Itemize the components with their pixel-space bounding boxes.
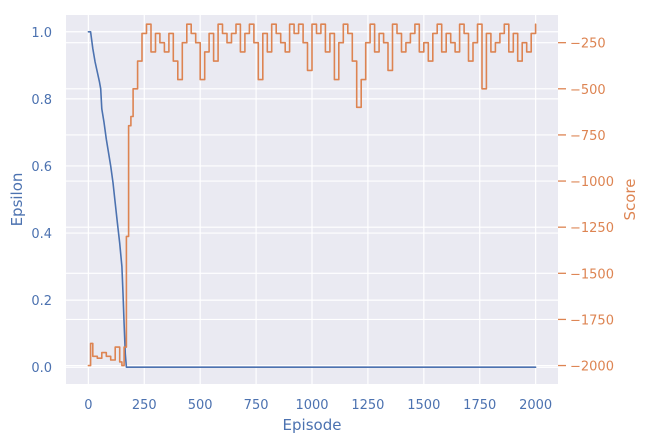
y-left-tick-label: 0.2 [31, 294, 52, 309]
x-tick-label: 1000 [295, 398, 328, 413]
y-left-tick-label: 0.6 [31, 160, 52, 175]
y-right-tick-label: −1750 [570, 313, 614, 328]
x-tick-label: 1500 [407, 398, 440, 413]
score-line [87, 23, 537, 367]
y-axis-left-label: Epsilon [8, 173, 26, 227]
series-layer [87, 23, 537, 368]
y-axis-right-label: Score [621, 178, 639, 220]
y-left-tick-label: 1.0 [31, 26, 52, 41]
x-tick-label: 500 [188, 398, 213, 413]
y-right-tick-label: −2000 [570, 360, 614, 375]
axis-layer: 0 250 500 750 1000 1250 1500 1750 2000 0.0 0.2 0.4 0… [31, 26, 614, 413]
x-tick-label: 1750 [463, 398, 496, 413]
y-right-tick-label: −750 [570, 129, 606, 144]
y-left-tick-label: 0.0 [31, 361, 52, 376]
epsilon-line [87, 31, 537, 368]
x-tick-label: 250 [132, 398, 157, 413]
y-right-tick-label: −1500 [570, 267, 614, 282]
y-right-tick-label: −500 [570, 83, 606, 98]
x-axis-label: Episode [283, 416, 342, 434]
x-tick-label: 0 [84, 398, 92, 413]
y-right-tick-label: −1000 [570, 175, 614, 190]
y-left-tick-label: 0.4 [31, 227, 52, 242]
y-right-tick-label: −1250 [570, 221, 614, 236]
x-tick-label: 750 [244, 398, 269, 413]
x-tick-label: 2000 [519, 398, 552, 413]
y-left-tick-label: 0.8 [31, 93, 52, 108]
y-right-tick-label: −250 [570, 37, 606, 52]
x-tick-label: 1250 [351, 398, 384, 413]
